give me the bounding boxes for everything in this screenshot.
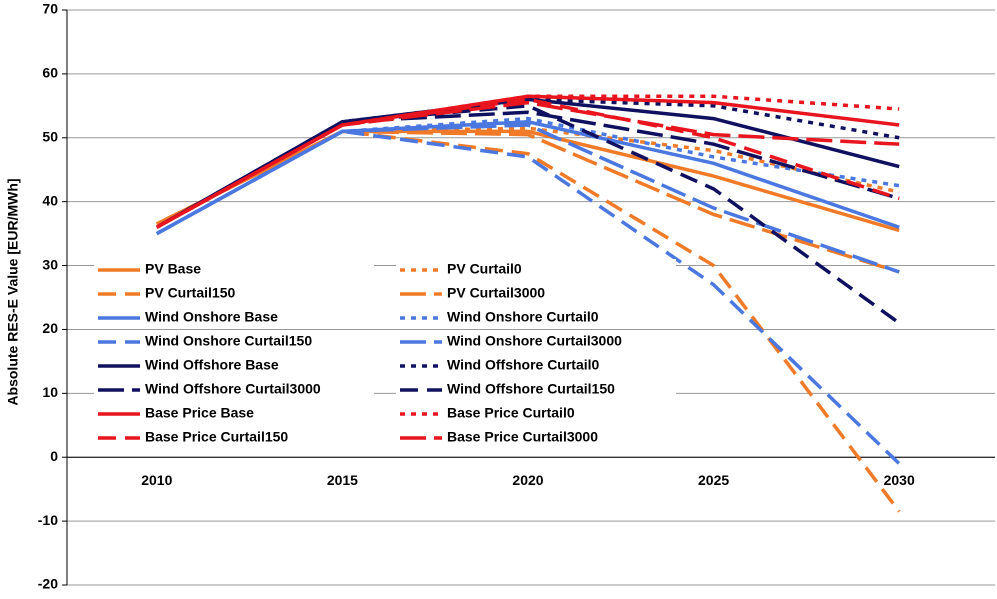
legend-bg bbox=[94, 379, 374, 401]
y-tick-label: 0 bbox=[50, 448, 58, 464]
x-tick-label: 2010 bbox=[141, 472, 172, 488]
y-tick-label: 50 bbox=[42, 128, 58, 144]
x-tick-label: 2025 bbox=[698, 472, 729, 488]
y-tick-label: 60 bbox=[42, 65, 58, 81]
y-tick-label: -20 bbox=[38, 576, 58, 592]
legend-bg bbox=[396, 331, 676, 353]
legend-label: PV Curtail3000 bbox=[447, 285, 545, 301]
series-line bbox=[156, 129, 900, 233]
series-line bbox=[155, 123, 900, 274]
y-tick-label: 30 bbox=[42, 256, 58, 272]
series-line bbox=[155, 100, 900, 229]
legend-bg bbox=[94, 403, 374, 425]
legend-bg bbox=[396, 355, 676, 377]
legend-label: Base Price Curtail0 bbox=[447, 405, 575, 421]
legend-label: Base Price Curtail150 bbox=[145, 429, 288, 445]
legend-label: Wind Onshore Curtail0 bbox=[447, 309, 599, 325]
legend-label: Base Price Base bbox=[145, 405, 254, 421]
x-tick-label: 2015 bbox=[327, 472, 358, 488]
legend-label: PV Curtail150 bbox=[145, 285, 235, 301]
y-axis-label: Absolute RES-E Value [EUR/MWh] bbox=[5, 178, 21, 405]
legend-bg bbox=[94, 307, 374, 329]
series-line bbox=[155, 94, 900, 229]
legend-label: Wind Offshore Curtail150 bbox=[447, 381, 615, 397]
legend-label: PV Base bbox=[145, 261, 201, 277]
series-line bbox=[155, 116, 900, 236]
legend-label: Wind Onshore Curtail3000 bbox=[447, 333, 622, 349]
legend-bg bbox=[396, 307, 676, 329]
legend-label: Wind Offshore Curtail3000 bbox=[145, 381, 321, 397]
legend-bg bbox=[396, 379, 676, 401]
legend-label: Wind Offshore Base bbox=[145, 357, 279, 373]
legend-label: PV Curtail0 bbox=[447, 261, 522, 277]
legend-bg bbox=[94, 427, 374, 449]
series-line bbox=[155, 104, 901, 325]
y-tick-label: 20 bbox=[42, 320, 58, 336]
series-line bbox=[155, 94, 900, 229]
legend-bg bbox=[94, 283, 374, 305]
legend-label: Wind Offshore Curtail0 bbox=[447, 357, 600, 373]
legend-label: Wind Onshore Base bbox=[145, 309, 278, 325]
series-line bbox=[155, 97, 900, 229]
legend-bg bbox=[396, 259, 676, 281]
x-tick-label: 2030 bbox=[884, 472, 915, 488]
x-tick-label: 2020 bbox=[512, 472, 543, 488]
y-tick-label: 10 bbox=[42, 384, 58, 400]
series-line bbox=[156, 126, 900, 226]
y-tick-label: 40 bbox=[42, 192, 58, 208]
legend-label: Wind Onshore Curtail150 bbox=[145, 333, 312, 349]
legend-bg bbox=[94, 259, 374, 281]
legend-bg bbox=[396, 427, 676, 449]
legend-bg bbox=[396, 403, 676, 425]
y-tick-label: 70 bbox=[42, 1, 58, 17]
legend-bg bbox=[396, 283, 676, 305]
y-tick-label: -10 bbox=[38, 512, 58, 528]
legend-bg bbox=[94, 331, 374, 353]
legend-label: Base Price Curtail3000 bbox=[447, 429, 598, 445]
legend-bg bbox=[94, 355, 374, 377]
